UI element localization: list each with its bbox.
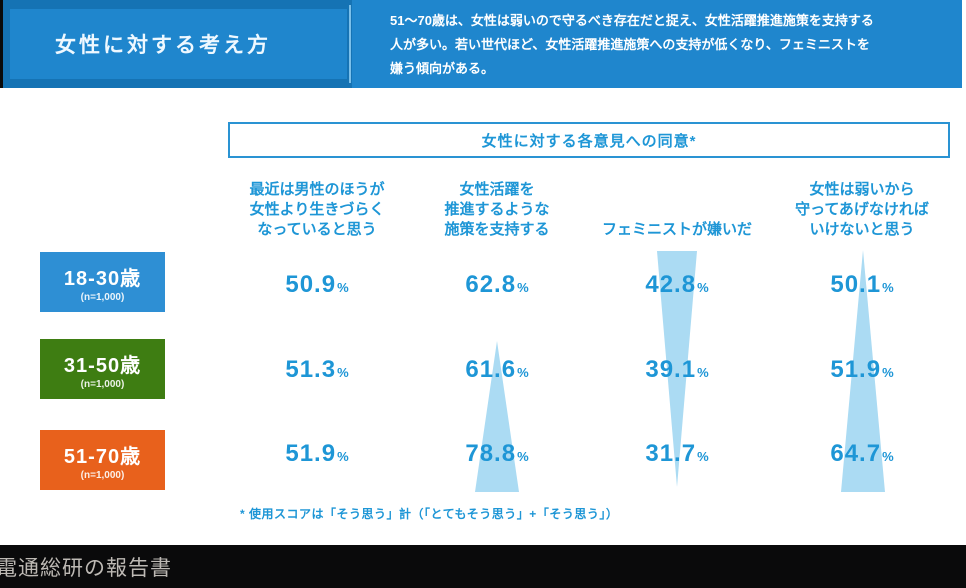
column-header-line: なっていると思う <box>257 221 377 238</box>
value-number: 51.9 <box>285 440 337 467</box>
value-number: 51.9 <box>830 356 882 383</box>
percent-sign: % <box>337 365 349 380</box>
value-number: 64.7 <box>830 440 882 467</box>
footer-caption: 電通総研の報告書 <box>0 556 172 580</box>
value-number: 51.3 <box>285 356 337 383</box>
footer-bar: 電通総研の報告書 <box>0 545 966 588</box>
percent-sign: % <box>882 365 894 380</box>
header-summary: 51～70歳は、女性は弱いので守るべき存在だと捉え、女性活躍推進施策を支持する … <box>352 0 962 88</box>
age-group-label: 18-30歳 <box>63 267 142 290</box>
band-right-edge <box>962 0 966 88</box>
band-left-edge <box>0 0 3 88</box>
percent-sign: % <box>697 449 709 464</box>
sample-size: (n=1,000) <box>80 291 125 303</box>
header-divider <box>349 5 351 83</box>
summary-line: 嫌う傾向がある。 <box>390 61 495 76</box>
summary-line: 51～70歳は、女性は弱いので守るべき存在だと捉え、女性活躍推進施策を支持する <box>390 13 874 28</box>
chart-title-box: 女性に対する各意見への同意* <box>228 122 950 158</box>
age-group-18-30: 18-30歳 (n=1,000) <box>40 252 165 312</box>
column-header-line: 守ってあげなければ <box>795 201 929 218</box>
percent-sign: % <box>337 449 349 464</box>
age-group-label: 51-70歳 <box>63 445 142 468</box>
age-group-51-70: 51-70歳 (n=1,000) <box>40 430 165 490</box>
header-band: 女性に対する考え方 51～70歳は、女性は弱いので守るべき存在だと捉え、女性活躍… <box>0 0 966 88</box>
summary-line: 人が多い。若い世代ほど、女性活躍推進施策への支持が低くなり、フェミニストを <box>390 37 870 52</box>
value-51-70-protect-women: 64.7% <box>767 440 957 468</box>
percent-sign: % <box>517 280 529 295</box>
column-header-men-harder-life: 最近は男性のほうが 女性より生きづらく なっていると思う <box>222 178 412 240</box>
value-number: 39.1 <box>645 356 697 383</box>
value-number: 61.6 <box>465 356 517 383</box>
value-number: 62.8 <box>465 271 517 298</box>
percent-sign: % <box>337 280 349 295</box>
percent-sign: % <box>882 449 894 464</box>
value-31-50-dislike-feminists: 39.1% <box>582 356 772 384</box>
percent-sign: % <box>697 280 709 295</box>
chart-title: 女性に対する各意見への同意* <box>481 132 697 150</box>
value-number: 42.8 <box>645 271 697 298</box>
value-18-30-protect-women: 50.1% <box>767 271 957 299</box>
value-18-30-dislike-feminists: 42.8% <box>582 271 772 299</box>
value-18-30-support-policies: 62.8% <box>402 271 592 299</box>
column-header-line: 女性は弱いから <box>809 181 915 198</box>
value-31-50-protect-women: 51.9% <box>767 356 957 384</box>
value-number: 50.9 <box>285 271 337 298</box>
column-header-line: 最近は男性のほうが <box>249 181 385 198</box>
percent-sign: % <box>882 280 894 295</box>
value-51-70-support-policies: 78.8% <box>402 440 592 468</box>
column-header-line: 女性活躍を <box>459 181 535 198</box>
age-group-31-50: 31-50歳 (n=1,000) <box>40 339 165 399</box>
value-number: 31.7 <box>645 440 697 467</box>
percent-sign: % <box>517 365 529 380</box>
column-header-line: 施策を支持する <box>444 221 550 238</box>
column-header-dislike-feminists: フェミニストが嫌いだ <box>582 178 772 240</box>
value-number: 78.8 <box>465 440 517 467</box>
page-title-box: 女性に対する考え方 <box>10 9 347 79</box>
score-footnote: * 使用スコアは「そう思う」計（「とてもそう思う」+「そう思う」） <box>240 507 619 521</box>
page-title: 女性に対する考え方 <box>55 34 271 57</box>
value-number: 50.1 <box>830 271 882 298</box>
column-header-line: 女性より生きづらく <box>249 201 385 218</box>
column-header-protect-women: 女性は弱いから 守ってあげなければ いけないと思う <box>767 178 957 240</box>
percent-sign: % <box>517 449 529 464</box>
sample-size: (n=1,000) <box>80 378 125 390</box>
value-51-70-men-harder-life: 51.9% <box>222 440 412 468</box>
value-51-70-dislike-feminists: 31.7% <box>582 440 772 468</box>
percent-sign: % <box>697 365 709 380</box>
value-31-50-support-policies: 61.6% <box>402 356 592 384</box>
value-31-50-men-harder-life: 51.3% <box>222 356 412 384</box>
value-18-30-men-harder-life: 50.9% <box>222 271 412 299</box>
age-group-label: 31-50歳 <box>63 354 142 377</box>
sample-size: (n=1,000) <box>80 469 125 481</box>
column-header-line: いけないと思う <box>809 221 915 238</box>
column-header-support-policies: 女性活躍を 推進するような 施策を支持する <box>402 178 592 240</box>
column-header-line: フェミニストが嫌いだ <box>601 221 752 238</box>
column-header-line: 推進するような <box>444 201 550 218</box>
